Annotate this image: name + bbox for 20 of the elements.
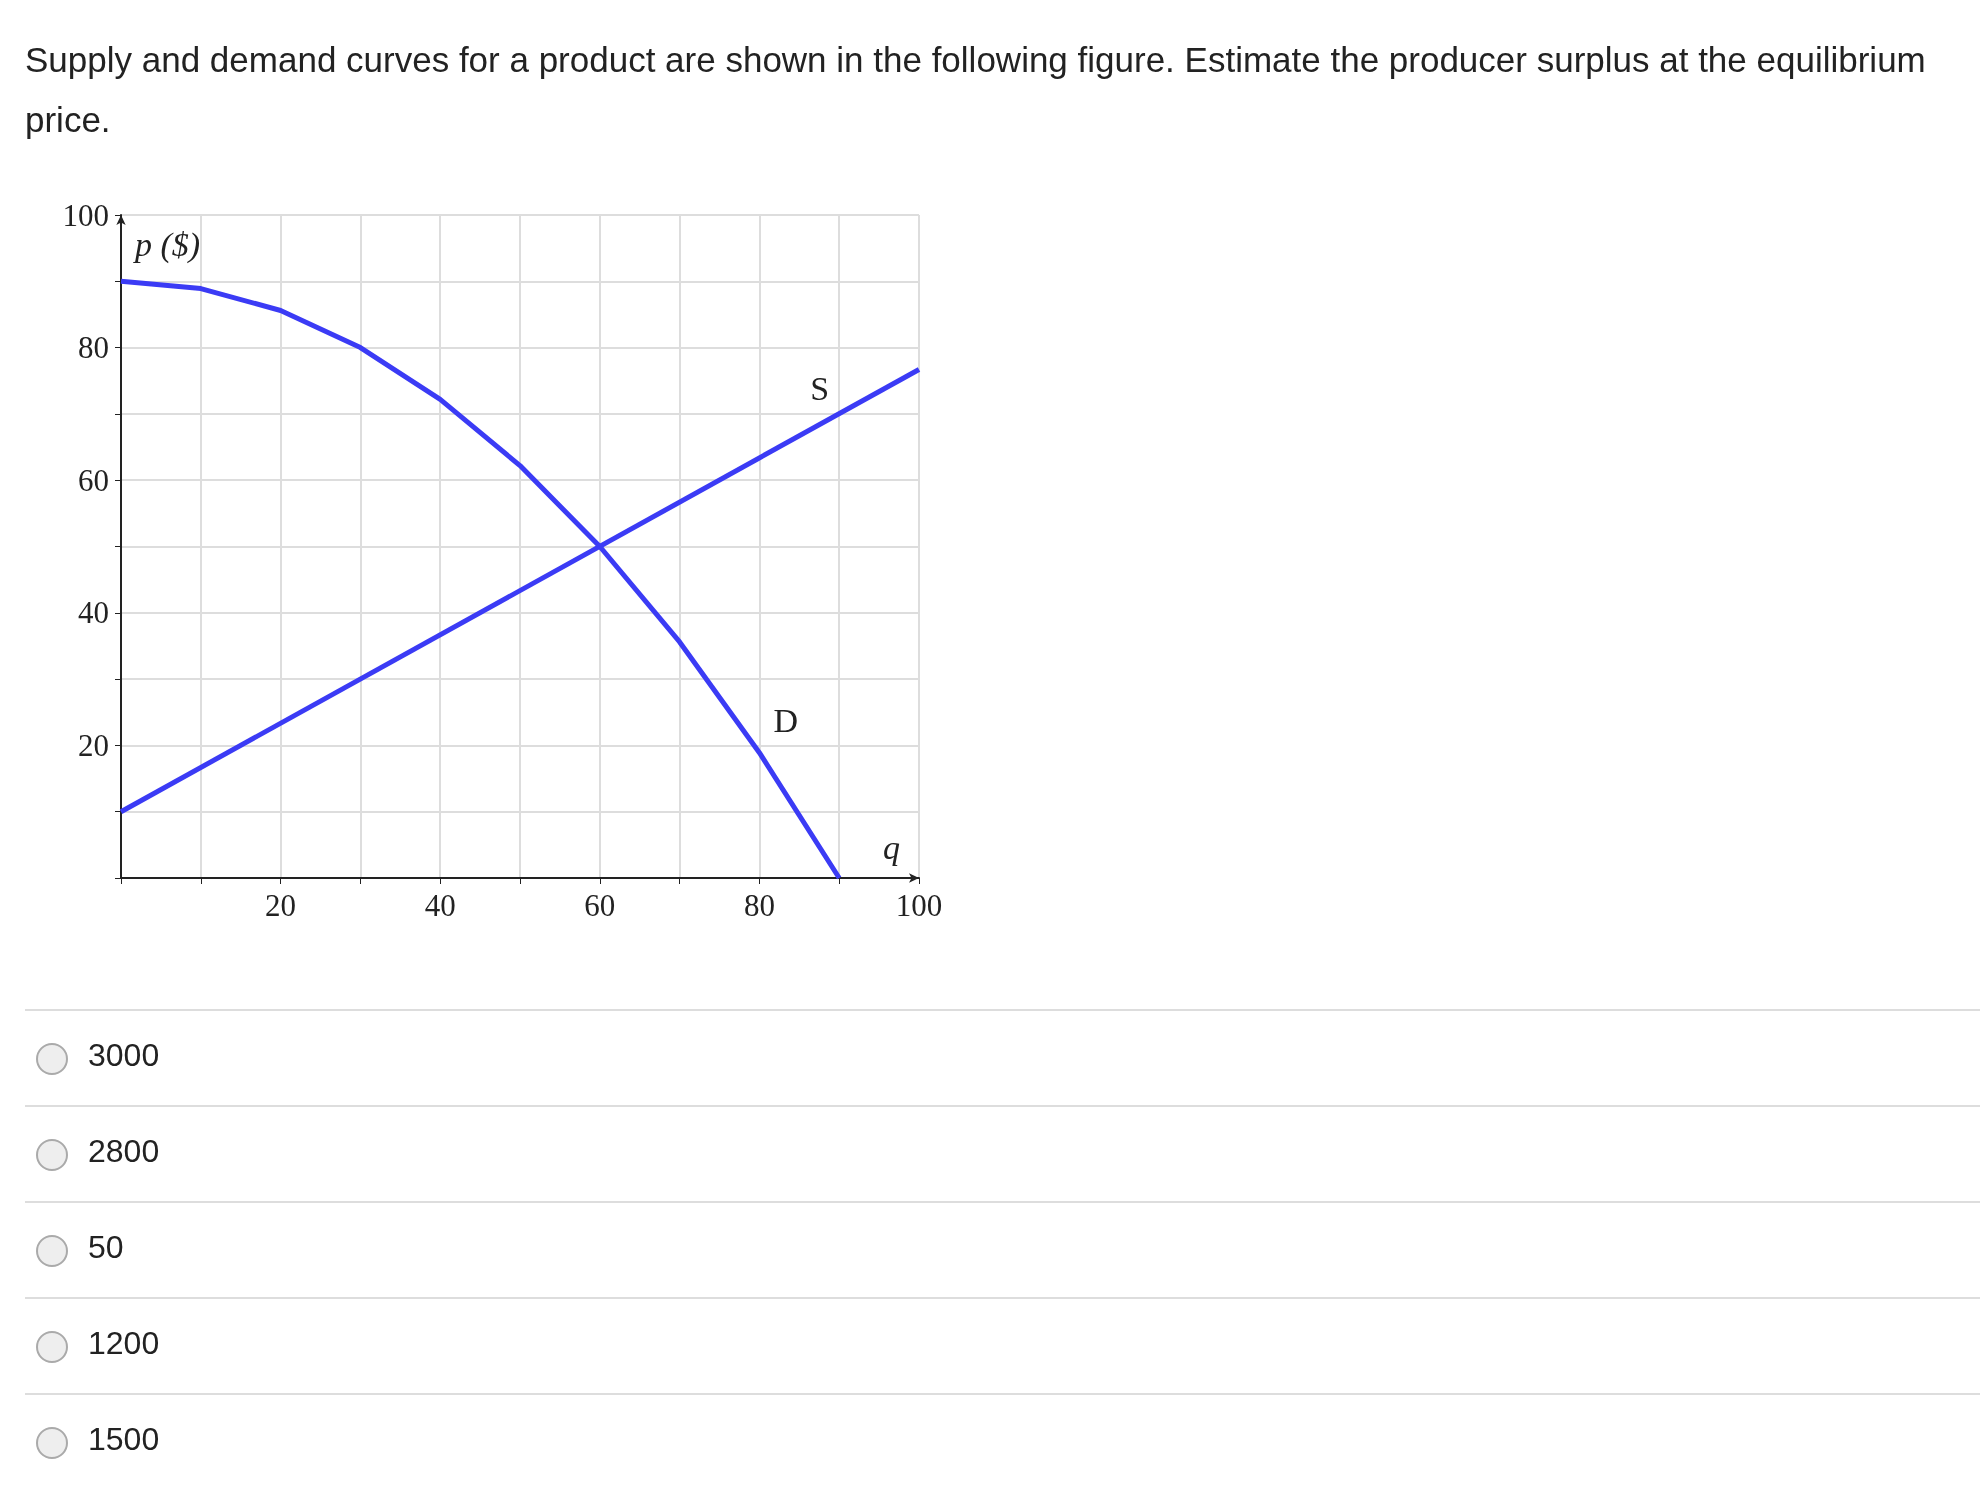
text: 1200 — [88, 1325, 160, 1362]
annotation: S — [810, 370, 830, 408]
y-tick-label: 100 — [62, 197, 109, 233]
x-tick-label: 80 — [743, 888, 775, 923]
text: 2800 — [88, 1133, 160, 1170]
y-tick-label: 40 — [78, 595, 109, 631]
x-tick-label: 60 — [584, 888, 616, 923]
text: 1500 — [88, 1421, 160, 1458]
annotation: D — [773, 701, 798, 739]
x-tick-label: 100 — [895, 888, 943, 923]
text: 50 — [88, 1229, 124, 1266]
text: 3000 — [88, 1037, 160, 1074]
x-axis-title: q — [883, 828, 900, 866]
x-tick-label: 40 — [424, 888, 456, 923]
y-tick-label: 20 — [78, 727, 109, 763]
y-axis-title: p ($) — [133, 225, 201, 264]
chart-title: Supply and demand curves for a product are shown in the following figure. Estimate the producer surplus at the equilibrium price. — [25, 39, 1927, 141]
y-tick-label: 80 — [78, 330, 109, 366]
x-tick-label: 20 — [265, 888, 297, 923]
y-tick-label: 60 — [78, 462, 109, 498]
